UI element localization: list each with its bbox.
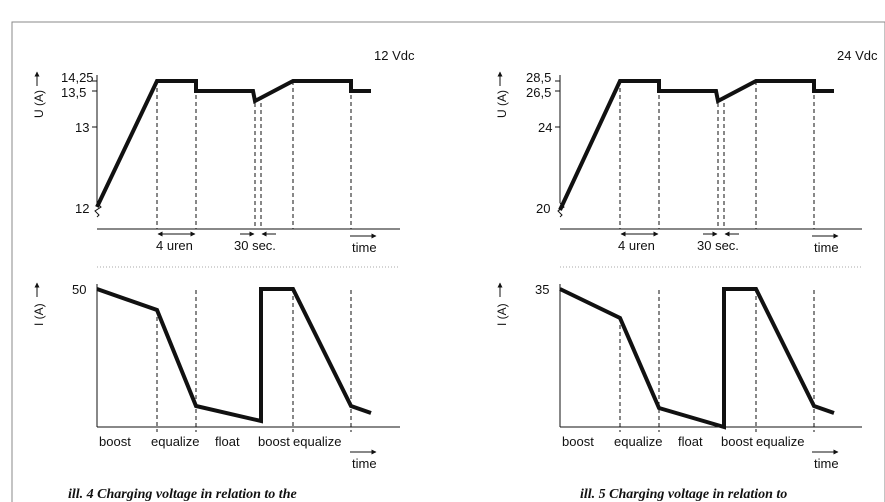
phase-dividers xyxy=(156,289,352,432)
current-curve xyxy=(559,287,835,430)
tick-label: 20 xyxy=(536,201,550,216)
figure-caption: ill. 4 Charging voltage in relation to t… xyxy=(68,487,297,502)
current-axis-label: I (A) xyxy=(495,303,509,326)
voltage-label: 24 Vdc xyxy=(837,48,878,63)
tick-label: 24 xyxy=(538,120,552,135)
tick-label: 13,5 xyxy=(61,85,86,100)
tick-label: 13 xyxy=(75,120,89,135)
phase-dividers xyxy=(156,81,352,229)
phase-dividers xyxy=(619,289,815,432)
outer-border xyxy=(11,21,885,502)
phase-label-boost: boost xyxy=(99,434,131,449)
current-curve xyxy=(96,287,372,424)
voltage-axis-label: U (A) xyxy=(495,90,509,118)
duration-4-hours: 4 uren xyxy=(618,238,655,253)
duration-30-sec: 30 sec. xyxy=(234,238,276,253)
voltage-curve xyxy=(95,79,371,208)
time-label: time xyxy=(352,456,377,471)
tick-label: 12 xyxy=(75,201,89,216)
panel-24vdc: 24 Vdc U (A) 28,5 26,5 24 20 4 uren 30 s… xyxy=(495,48,878,502)
phase-label-float: float xyxy=(678,434,703,449)
current-axis-label: I (A) xyxy=(32,303,46,326)
phase-label-equalize: equalize xyxy=(756,434,804,449)
tick-label: 14,25 xyxy=(61,70,94,85)
panel-12vdc: 12 Vdc U (A) 14,25 13,5 13 12 4 uren 30 … xyxy=(32,48,415,502)
phase-label-boost: boost xyxy=(562,434,594,449)
phase-label-boost: boost xyxy=(721,434,753,449)
figure-caption: ill. 5 Charging voltage in relation to xyxy=(580,487,787,502)
tick-label: 28,5 xyxy=(526,70,551,85)
phase-label-equalize: equalize xyxy=(151,434,199,449)
duration-4-hours: 4 uren xyxy=(156,238,193,253)
tick-label: 50 xyxy=(72,282,86,297)
phase-label-boost: boost xyxy=(258,434,290,449)
duration-30-sec: 30 sec. xyxy=(697,238,739,253)
voltage-curve xyxy=(558,79,834,211)
time-label: time xyxy=(352,240,377,255)
phase-label-equalize: equalize xyxy=(293,434,341,449)
voltage-label: 12 Vdc xyxy=(374,48,415,63)
tick-label: 35 xyxy=(535,282,549,297)
time-label: time xyxy=(814,240,839,255)
phase-label-equalize: equalize xyxy=(614,434,662,449)
voltage-axis-label: U (A) xyxy=(32,90,46,118)
phase-dividers xyxy=(619,81,815,229)
tick-label: 26,5 xyxy=(526,85,551,100)
phase-label-float: float xyxy=(215,434,240,449)
time-label: time xyxy=(814,456,839,471)
